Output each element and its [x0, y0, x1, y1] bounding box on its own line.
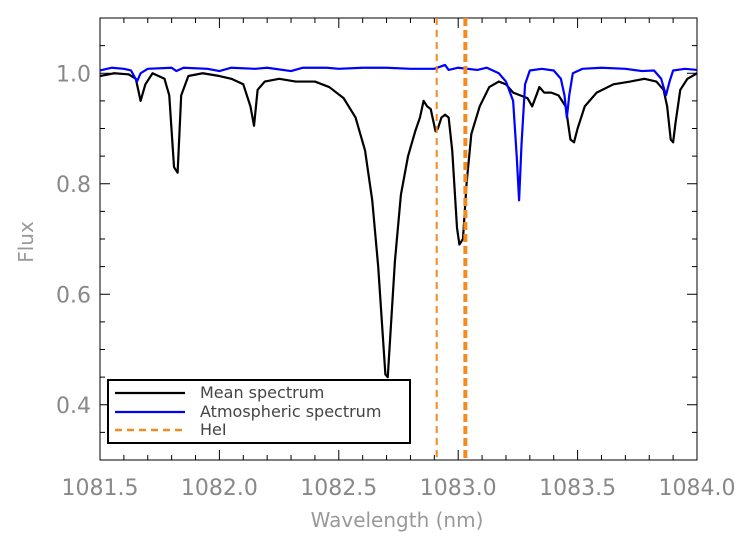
legend: Mean spectrum Atmospheric spectrum HeI — [107, 379, 411, 444]
legend-label-hei: HeI — [200, 420, 227, 439]
y-tick-label: 0.8 — [56, 173, 91, 198]
label-layer: 1081.5 1082.0 1082.5 1083.0 1083.5 1084.0 0.4 0… — [56, 62, 735, 501]
x-tick-label: 1082.5 — [300, 476, 377, 501]
y-tick-label: 0.4 — [56, 394, 91, 419]
x-tick-label: 1083.0 — [420, 476, 497, 501]
legend-label-mean-spectrum: Mean spectrum — [200, 383, 324, 402]
tick-layer — [99, 17, 698, 461]
x-tick-label: 1082.0 — [181, 476, 258, 501]
x-tick-label: 1083.5 — [539, 476, 616, 501]
series-line-atmospheric-spectrum — [99, 63, 698, 202]
series-layer — [99, 18, 698, 460]
y-axis-title: Flux — [14, 221, 38, 263]
series-line-mean-spectrum — [99, 72, 698, 379]
x-tick-label: 1084.0 — [659, 476, 736, 501]
legend-label-atmospheric-spectrum: Atmospheric spectrum — [200, 402, 381, 421]
y-tick-label: 0.6 — [56, 283, 91, 308]
x-tick-label: 1081.5 — [62, 476, 139, 501]
y-tick-label: 1.0 — [56, 62, 91, 87]
x-axis-title: Wavelength (nm) — [311, 508, 484, 532]
